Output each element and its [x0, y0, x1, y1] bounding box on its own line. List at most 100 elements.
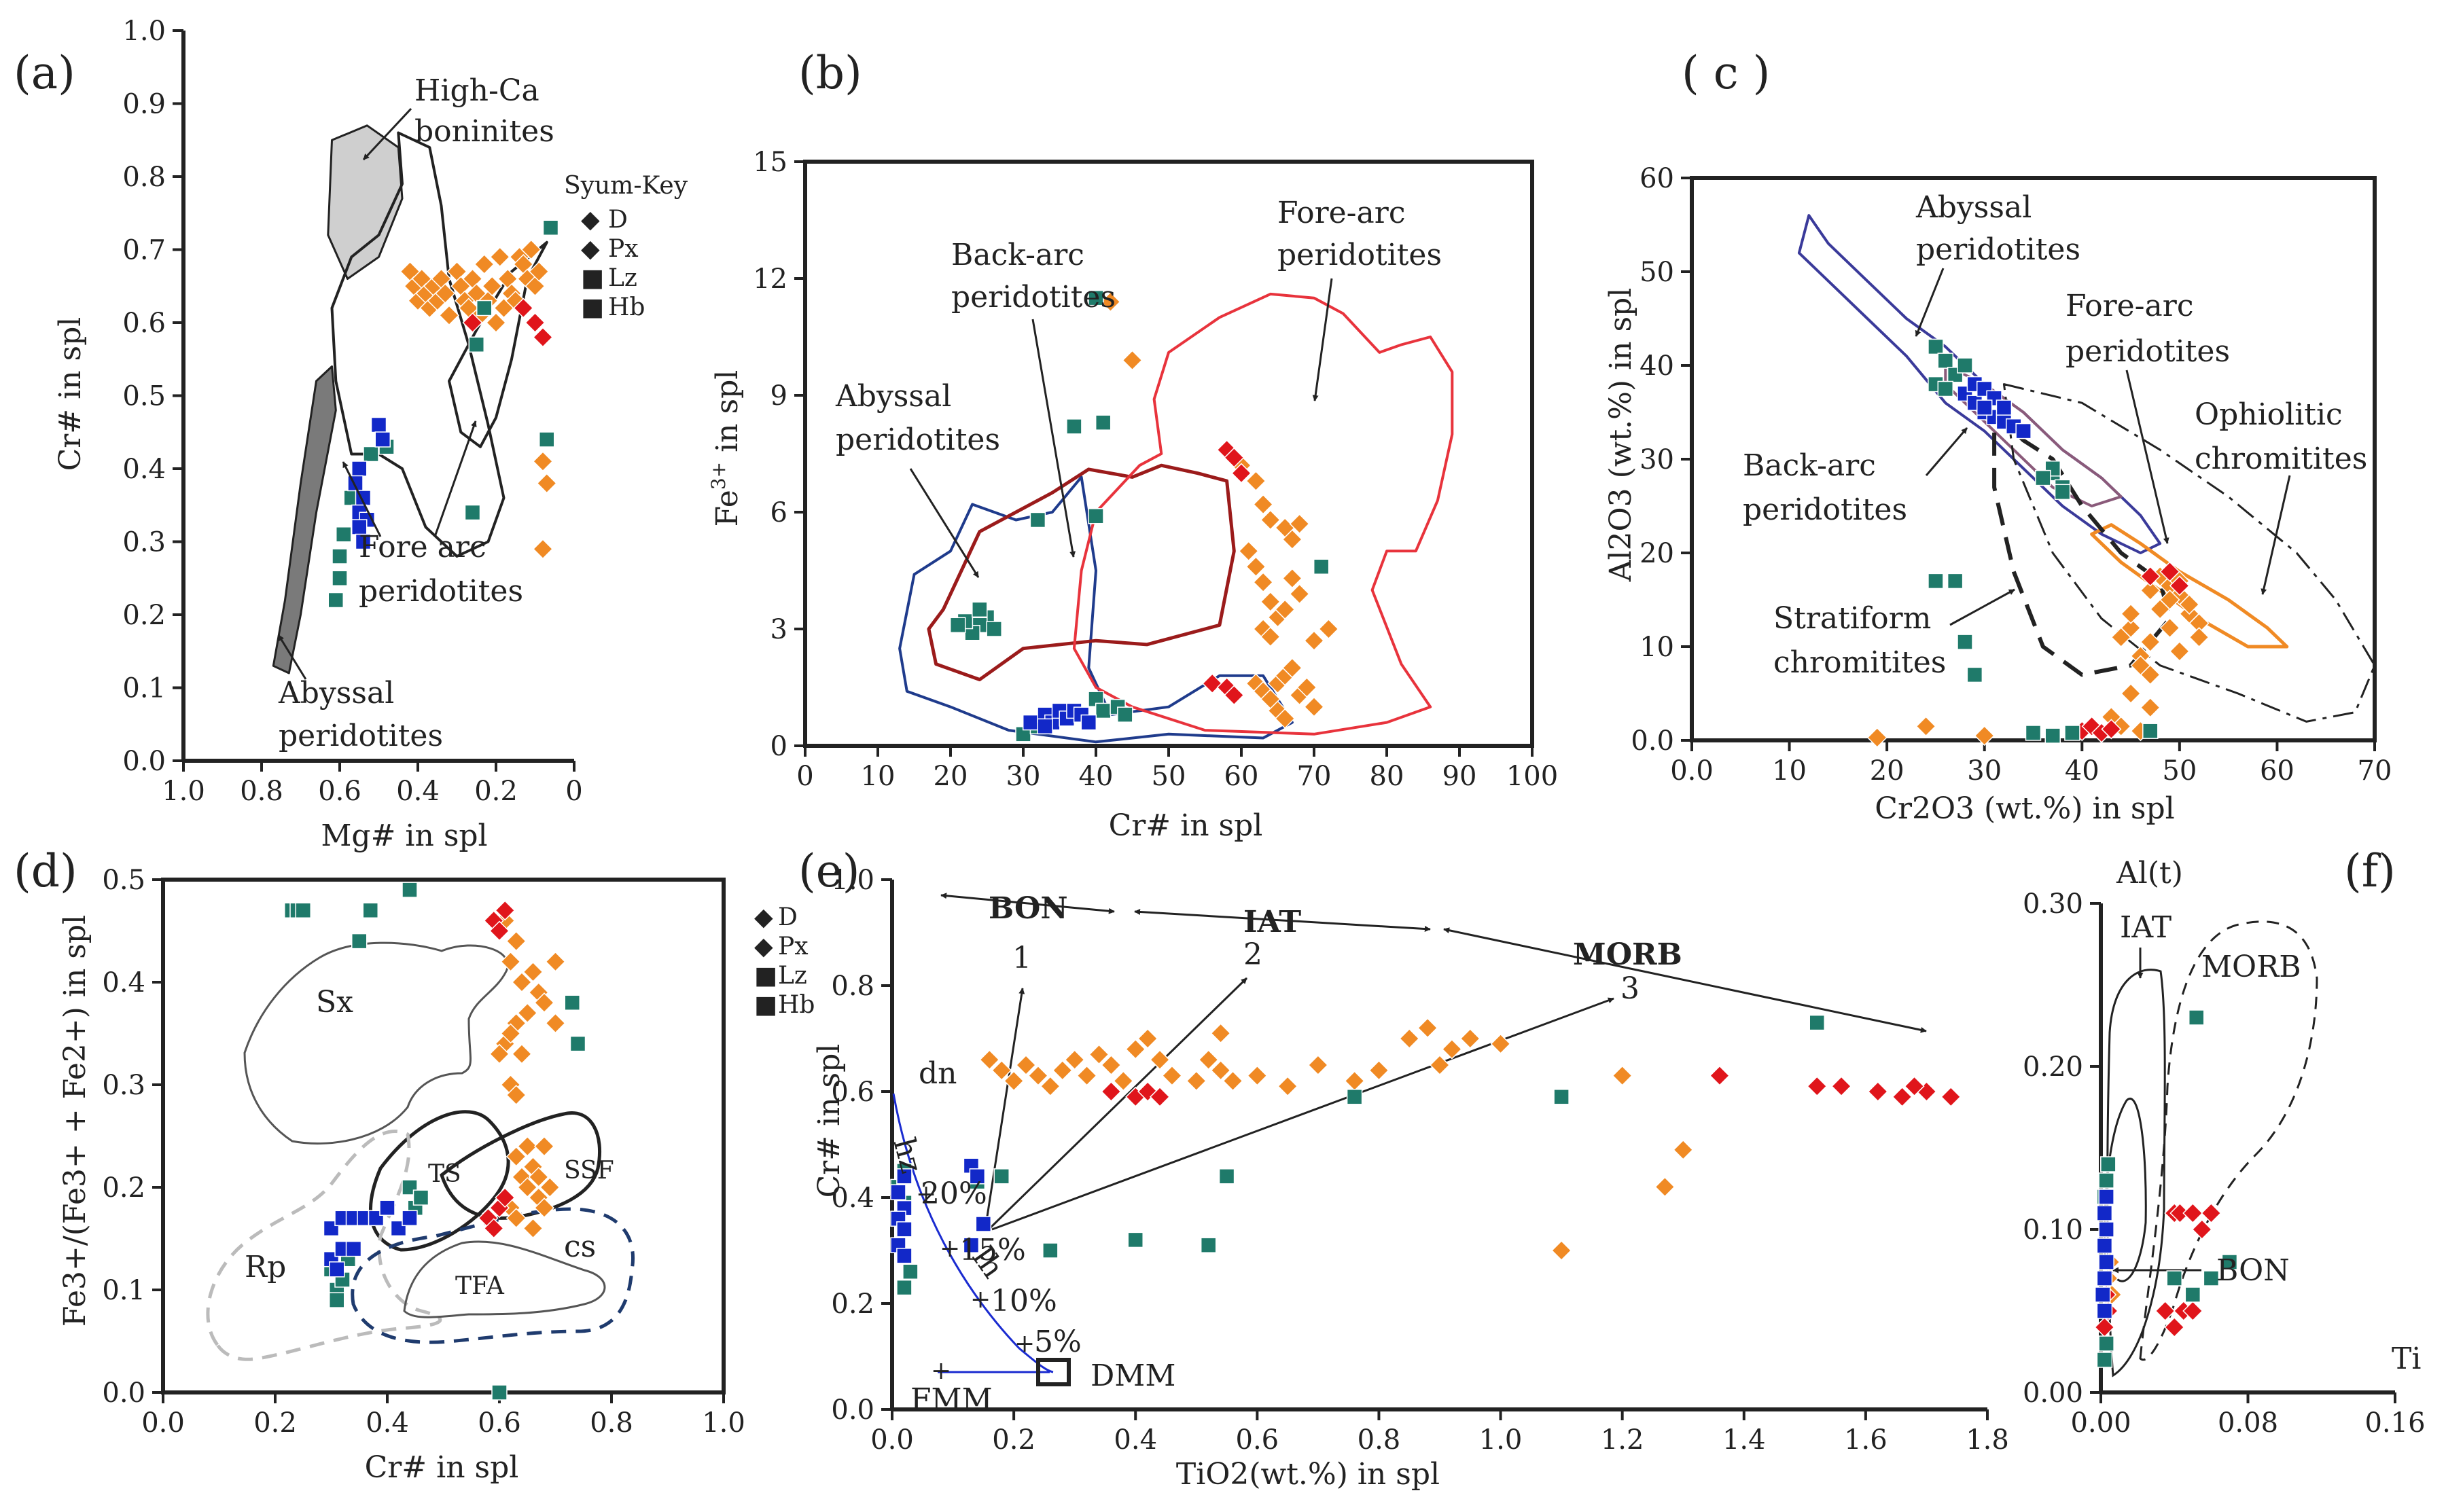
a-xtick-label: 0 — [565, 776, 582, 807]
point-lz — [2035, 469, 2051, 486]
point-d — [1260, 591, 1281, 612]
a-field-high-ca-boninites — [327, 124, 404, 280]
a-legend-hb: Hb — [608, 293, 645, 321]
point-d — [1260, 509, 1281, 530]
point-hb — [969, 1168, 986, 1185]
a-axes: 1.0 0.8 0.6 0.4 0.2 0 0.0 0.1 0.2 0.3 0.4 0.5 0.6 0.7… — [122, 16, 582, 807]
b-xtick-label: 70 — [1297, 761, 1332, 792]
d-plot-frame — [161, 878, 726, 1394]
b-xtick-label: 60 — [1224, 761, 1259, 792]
point-d — [1281, 658, 1302, 679]
c-xtick-label: 40 — [2065, 755, 2099, 787]
point-d — [525, 276, 546, 297]
point-px — [1940, 1086, 1962, 1107]
point-hb — [2015, 422, 2032, 439]
f-lab-morb: MORB — [2201, 950, 2301, 984]
point-lz — [949, 617, 966, 634]
point-px — [2201, 1202, 2222, 1224]
point-d — [1076, 1065, 1097, 1086]
point-px — [1224, 685, 1245, 706]
a-ytick-label: 0.6 — [122, 308, 166, 339]
b-arrow-abyssal — [909, 468, 980, 578]
point-d — [1289, 514, 1310, 535]
e-ytick-label: 1.0 — [831, 865, 874, 896]
e-ytick-label: 0.2 — [831, 1289, 874, 1320]
e-tick-20: + — [916, 1181, 936, 1208]
e-dmm-box — [1036, 1358, 1071, 1386]
point-lz — [327, 592, 344, 609]
point-px — [2101, 719, 2122, 740]
point-d — [2140, 632, 2161, 653]
point-d — [1429, 1054, 1451, 1076]
point-d — [1399, 1028, 1420, 1049]
point-d — [2159, 617, 2180, 638]
point-px — [1202, 673, 1223, 694]
point-d — [2188, 627, 2210, 648]
point-d — [991, 1060, 1012, 1081]
panel-d: 0.0 0.2 0.4 0.6 0.8 1.0 0.0 0.1 0.2 0.3 0.4 0.5 Cr#… — [58, 865, 745, 1485]
d-xtick-label: 0.0 — [141, 1407, 185, 1439]
f-xtick-label: 0.16 — [2364, 1407, 2425, 1439]
point-d — [1004, 1070, 1025, 1092]
e-legend-px-marker: ◆ — [754, 933, 773, 960]
point-lz — [1966, 666, 1983, 683]
point-lz — [476, 300, 493, 317]
point-d — [532, 539, 554, 560]
point-d — [529, 261, 550, 282]
e-lab-10: 10% — [991, 1284, 1057, 1318]
c-arrow-abyssal — [1915, 268, 1945, 337]
point-d — [1275, 708, 1296, 729]
point-px — [495, 900, 516, 921]
point-d — [539, 1176, 561, 1198]
a-ytick-label: 1.0 — [122, 16, 166, 47]
point-d — [1368, 1060, 1389, 1081]
point-d — [1441, 1039, 1462, 1060]
a-ytick-label: 0.8 — [122, 162, 166, 193]
point-px — [483, 1218, 504, 1239]
a-ann-forearc2: peridotites — [359, 574, 523, 609]
e-lab-20: 20% — [921, 1176, 987, 1211]
point-hb — [329, 1261, 345, 1278]
point-lz — [1066, 418, 1082, 435]
point-lz — [332, 570, 348, 586]
c-xtick-label: 10 — [1772, 755, 1807, 787]
point-d — [1245, 556, 1266, 577]
f-points — [2094, 1009, 2238, 1368]
d-xtick-label: 0.8 — [590, 1407, 633, 1439]
point-px — [525, 312, 546, 334]
f-axes: 0.00 0.08 0.16 0.00 0.10 0.20 0.30 — [2023, 888, 2426, 1439]
b-xtick-label: 10 — [861, 761, 896, 792]
e-legend: ◆ D ◆ Px ■ Lz ■ Hb — [754, 903, 815, 1019]
d-lab-cs: cs — [564, 1229, 596, 1264]
e-xtick-label: 1.6 — [1844, 1424, 1887, 1456]
e-arrow-bon — [940, 893, 1115, 914]
b-xtick-label: 30 — [1006, 761, 1041, 792]
point-hb — [355, 533, 372, 550]
a-field-abyssal — [272, 365, 337, 674]
f-xlabel: Ti — [2392, 1342, 2421, 1376]
point-d — [1245, 471, 1266, 492]
point-d — [2159, 589, 2180, 611]
point-hb — [2096, 1303, 2113, 1319]
b-arrow-backarc — [1031, 319, 1076, 558]
c-ann-ophio1: Ophiolitic — [2195, 397, 2343, 432]
point-d — [2140, 697, 2161, 718]
point-lz — [1127, 1231, 1144, 1248]
point-d — [2140, 664, 2161, 685]
point-d — [1253, 494, 1274, 515]
a-arrow-forearc-left — [342, 461, 382, 537]
point-d — [506, 931, 527, 952]
point-lz — [351, 933, 368, 950]
point-d — [1238, 541, 1259, 562]
d-lab-tfa: TFA — [455, 1272, 505, 1300]
e-tick-15: + — [940, 1235, 960, 1263]
c-ytick-label: 40 — [1639, 350, 1674, 382]
point-hb — [370, 416, 387, 433]
point-d — [1210, 1060, 1231, 1081]
point-d — [506, 1146, 527, 1167]
point-d — [1344, 1070, 1365, 1092]
a-points — [327, 219, 559, 609]
point-d — [1303, 696, 1325, 717]
point-lz — [1809, 1014, 1825, 1031]
point-d — [520, 239, 542, 260]
